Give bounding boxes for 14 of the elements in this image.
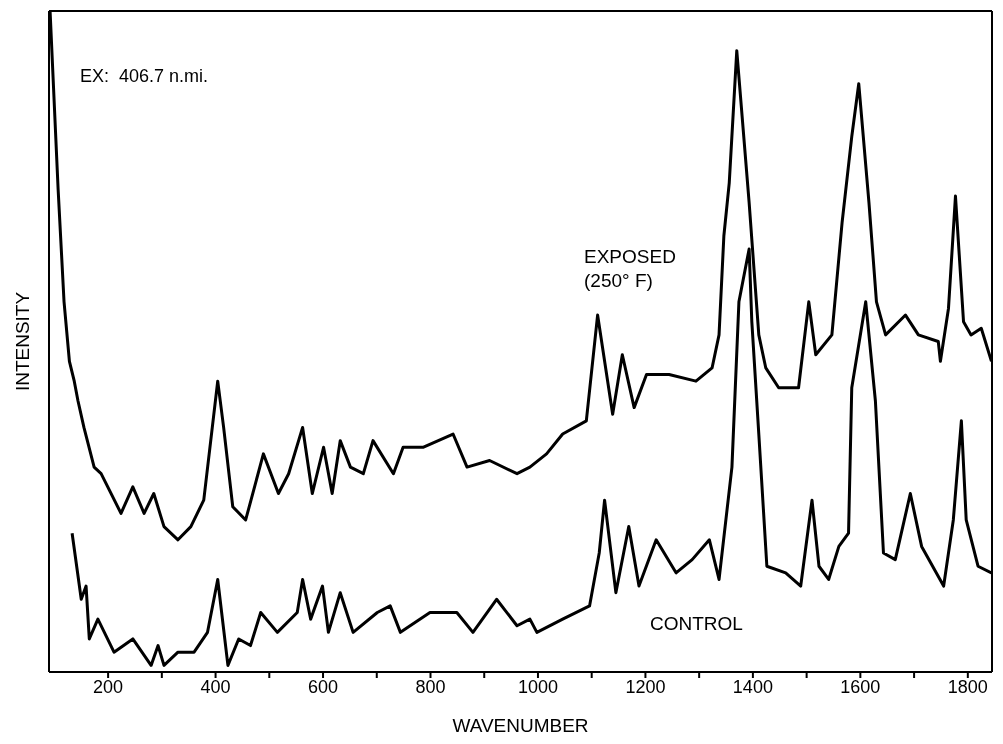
- x-tick-label: 600: [308, 676, 339, 697]
- x-tick-label: 1200: [625, 676, 666, 697]
- x-tick-label: 1800: [947, 676, 988, 697]
- x-tick-label: 1600: [840, 676, 881, 697]
- x-tick-label: 200: [93, 676, 124, 697]
- y-axis-title: INTENSITY: [11, 291, 33, 392]
- x-tick-label: 400: [200, 676, 231, 697]
- series-label: EXPOSED (250° F): [584, 245, 677, 293]
- x-tick-label: 1000: [517, 676, 558, 697]
- annotation: EX: 406.7 n.mi.: [80, 66, 209, 87]
- x-axis-title: WAVENUMBER: [452, 715, 589, 736]
- x-tick-label: 1400: [732, 676, 773, 697]
- x-tick-label: 800: [415, 676, 446, 697]
- series-label: CONTROL: [650, 612, 743, 636]
